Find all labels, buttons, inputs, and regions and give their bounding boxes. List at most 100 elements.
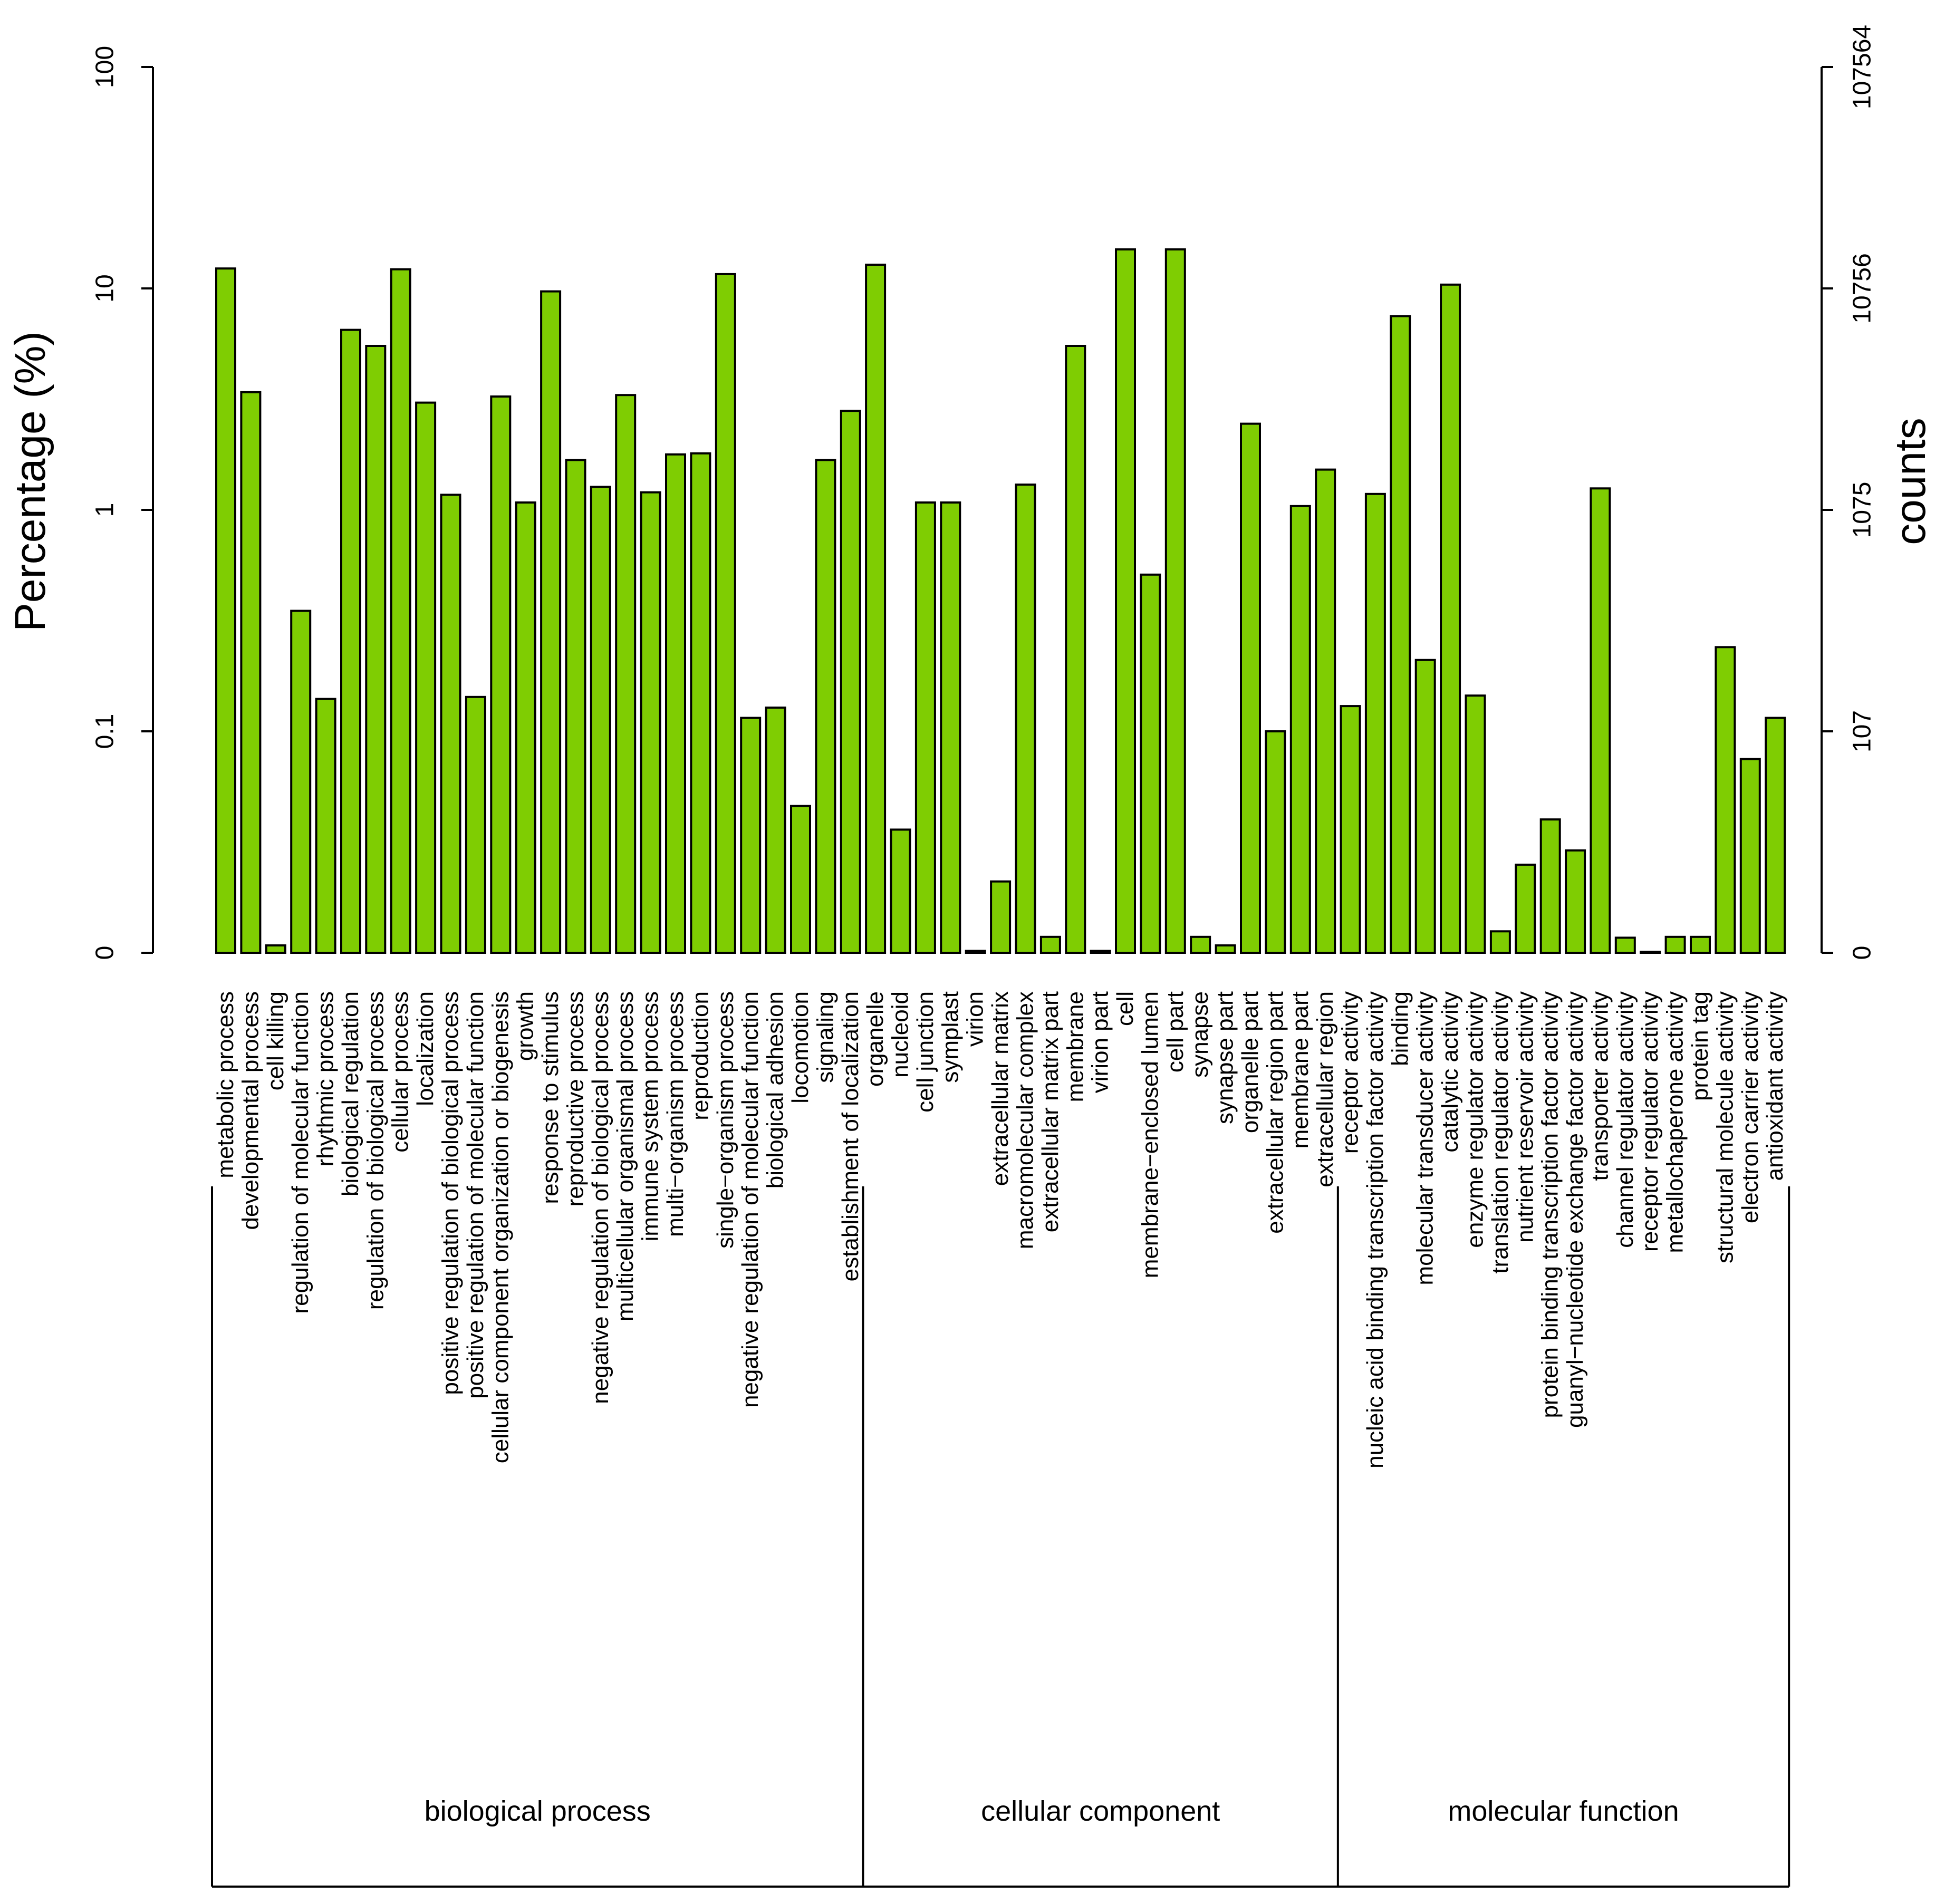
- group-label: biological process: [425, 1795, 651, 1827]
- category-label: localization: [412, 991, 438, 1106]
- left-tick-label: 100: [91, 46, 119, 88]
- category-label: virion part: [1087, 991, 1113, 1093]
- category-label: developmental process: [237, 991, 263, 1230]
- bar: [1765, 717, 1786, 954]
- bar: [715, 273, 736, 954]
- category-label: protein tag: [1687, 991, 1713, 1101]
- category-label: response to stimulus: [537, 991, 563, 1204]
- category-label: receptor regulator activity: [1637, 991, 1663, 1252]
- bar: [540, 290, 562, 954]
- bar: [1739, 758, 1761, 954]
- category-label: multicellular organismal process: [612, 991, 638, 1321]
- bar: [1390, 315, 1411, 954]
- bar: [990, 880, 1012, 954]
- right-tick-label: 107564: [1848, 25, 1876, 109]
- category-label: nucleic acid binding transcription facto…: [1362, 991, 1388, 1468]
- bar: [940, 501, 961, 954]
- category-label: cell junction: [912, 991, 938, 1113]
- category-label: cell part: [1162, 991, 1188, 1072]
- category-label: channel regulator activity: [1612, 991, 1638, 1248]
- bar: [1465, 694, 1486, 954]
- y2-axis-title: counts: [1886, 418, 1934, 545]
- left-y-axis: 100 10 1 0.1 0: [91, 46, 154, 960]
- bar: [1265, 730, 1286, 954]
- bar: [1065, 345, 1086, 954]
- bar: [1240, 422, 1261, 954]
- bar: [1190, 935, 1211, 954]
- bar: [1414, 659, 1436, 954]
- bar: [490, 395, 512, 954]
- category-label: regulation of biological process: [362, 991, 388, 1310]
- category-label: biological regulation: [338, 991, 363, 1196]
- bar: [815, 459, 836, 954]
- left-tick-label: 1: [91, 503, 119, 517]
- bar: [1590, 487, 1611, 954]
- category-label: synapse: [1187, 991, 1213, 1078]
- bar: [840, 410, 861, 954]
- bar: [965, 950, 986, 954]
- bar: [1289, 505, 1311, 954]
- category-label: organelle part: [1237, 991, 1263, 1133]
- bar: [515, 501, 536, 954]
- bar: [265, 944, 286, 954]
- bar: [240, 391, 262, 954]
- category-label: immune system process: [638, 991, 663, 1241]
- bar: [615, 394, 637, 954]
- category-label: reproductive process: [563, 991, 589, 1206]
- bar: [390, 268, 411, 954]
- right-tick-label: 107: [1848, 710, 1876, 752]
- bar: [914, 501, 936, 954]
- category-label: rhythmic process: [313, 991, 339, 1167]
- bar: [690, 452, 711, 954]
- category-label: extracellular region part: [1262, 991, 1288, 1234]
- group-label: cellular component: [981, 1795, 1220, 1827]
- left-tick-label: 0: [91, 946, 119, 960]
- bar: [440, 494, 461, 954]
- bar: [215, 267, 236, 954]
- bar-series: [215, 248, 1786, 954]
- bar: [1364, 492, 1386, 954]
- category-label: macromolecular complex: [1013, 991, 1038, 1249]
- category-label: virion: [962, 991, 988, 1047]
- category-label: cell: [1112, 991, 1138, 1026]
- bar: [340, 328, 361, 954]
- bar: [290, 610, 312, 954]
- category-label: cellular process: [388, 991, 413, 1153]
- bar: [465, 695, 486, 954]
- bar: [365, 345, 387, 954]
- bar: [640, 491, 661, 954]
- bar: [590, 486, 611, 954]
- category-label: negative regulation of molecular functio…: [737, 991, 763, 1408]
- category-label: structural molecule activity: [1712, 991, 1738, 1263]
- bar: [1215, 944, 1236, 954]
- bar: [765, 707, 786, 954]
- category-label: nucleoid: [888, 991, 913, 1078]
- category-label: extracellular region: [1312, 991, 1338, 1187]
- category-label: translation regulator activity: [1487, 991, 1513, 1274]
- category-label: binding: [1387, 991, 1413, 1066]
- right-tick-label: 10756: [1848, 253, 1876, 323]
- right-y-axis: 107564 10756 1075 107 0: [1821, 25, 1876, 960]
- category-label: membrane−enclosed lumen: [1137, 991, 1163, 1278]
- category-label: positive regulation of biological proces…: [438, 991, 464, 1395]
- bar: [1489, 930, 1511, 954]
- category-label: catalytic activity: [1437, 991, 1463, 1153]
- category-label: positive regulation of molecular functio…: [463, 991, 488, 1399]
- go-group-brackets: biological process cellular component mole…: [211, 1186, 1790, 1888]
- bar: [1039, 935, 1061, 954]
- category-label: negative regulation of biological proces…: [588, 991, 613, 1404]
- category-label: molecular transducer activity: [1412, 991, 1438, 1286]
- bar: [1140, 573, 1161, 954]
- bar: [665, 453, 686, 954]
- category-label: signaling: [812, 991, 838, 1083]
- bar: [1565, 849, 1586, 954]
- bar: [315, 698, 336, 954]
- group-label: molecular function: [1448, 1795, 1679, 1827]
- category-label: reproduction: [687, 991, 713, 1120]
- category-label: single−organism process: [712, 991, 738, 1249]
- bar: [1539, 818, 1561, 954]
- bar: [565, 459, 586, 954]
- category-label: guanyl−nucleotide exchange factor activi…: [1562, 991, 1588, 1428]
